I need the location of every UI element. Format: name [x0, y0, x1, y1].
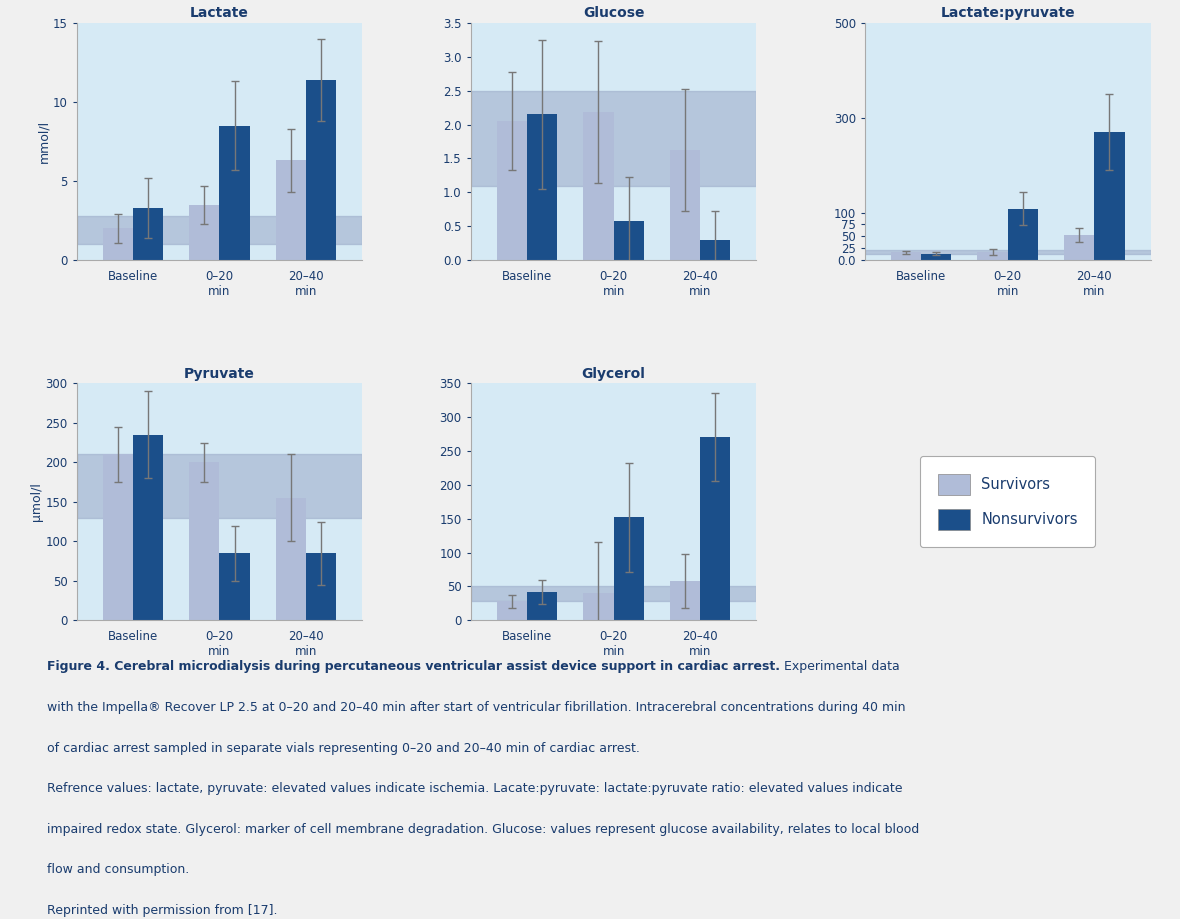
- Bar: [77, 216, 362, 244]
- Bar: [922, 254, 951, 260]
- Text: impaired redox state. Glycerol: marker of cell membrane degradation. Glucose: va: impaired redox state. Glycerol: marker o…: [47, 823, 919, 835]
- Bar: [614, 517, 644, 620]
- Text: Figure 4. Cerebral microdialysis during percutaneous ventricular assist device s: Figure 4. Cerebral microdialysis during …: [47, 661, 780, 674]
- Bar: [497, 121, 527, 260]
- Bar: [306, 553, 336, 620]
- Bar: [133, 435, 163, 620]
- Bar: [527, 114, 557, 260]
- Bar: [583, 594, 614, 620]
- Bar: [276, 161, 306, 260]
- Bar: [77, 454, 362, 517]
- Title: Lactate: Lactate: [190, 6, 249, 20]
- Text: Refrence values: lactate, pyruvate: elevated values indicate ischemia. Lacate:py: Refrence values: lactate, pyruvate: elev…: [47, 782, 903, 795]
- Bar: [189, 462, 219, 620]
- Y-axis label: μmol/l: μmol/l: [30, 482, 42, 521]
- Bar: [497, 601, 527, 620]
- Bar: [1064, 235, 1094, 260]
- Bar: [670, 581, 700, 620]
- Title: Glycerol: Glycerol: [582, 367, 645, 380]
- Bar: [1008, 209, 1038, 260]
- Y-axis label: mmol/l: mmol/l: [37, 120, 50, 163]
- Title: Lactate:pyruvate: Lactate:pyruvate: [940, 6, 1075, 20]
- Text: Reprinted with permission from [17].: Reprinted with permission from [17].: [47, 904, 277, 917]
- Bar: [219, 126, 250, 260]
- Bar: [133, 208, 163, 260]
- Bar: [1094, 132, 1125, 260]
- Bar: [103, 454, 133, 620]
- Text: flow and consumption.: flow and consumption.: [47, 863, 190, 877]
- Bar: [891, 253, 922, 260]
- Bar: [219, 553, 250, 620]
- Legend: Survivors, Nonsurvivors: Survivors, Nonsurvivors: [920, 457, 1095, 547]
- Bar: [306, 80, 336, 260]
- Bar: [527, 592, 557, 620]
- Bar: [471, 586, 756, 601]
- Bar: [700, 240, 730, 260]
- Bar: [977, 252, 1008, 260]
- Bar: [670, 151, 700, 260]
- Bar: [865, 250, 1150, 255]
- Title: Pyruvate: Pyruvate: [184, 367, 255, 380]
- Title: Glucose: Glucose: [583, 6, 644, 20]
- Bar: [700, 437, 730, 620]
- Text: of cardiac arrest sampled in separate vials representing 0–20 and 20–40 min of c: of cardiac arrest sampled in separate vi…: [47, 742, 640, 754]
- Bar: [189, 205, 219, 260]
- Text: with the Impella® Recover LP 2.5 at 0–20 and 20–40 min after start of ventricula: with the Impella® Recover LP 2.5 at 0–20…: [47, 701, 906, 714]
- Bar: [614, 221, 644, 260]
- Bar: [103, 229, 133, 260]
- Bar: [471, 91, 756, 186]
- Text: Experimental data: Experimental data: [780, 661, 900, 674]
- Bar: [583, 112, 614, 260]
- Bar: [276, 498, 306, 620]
